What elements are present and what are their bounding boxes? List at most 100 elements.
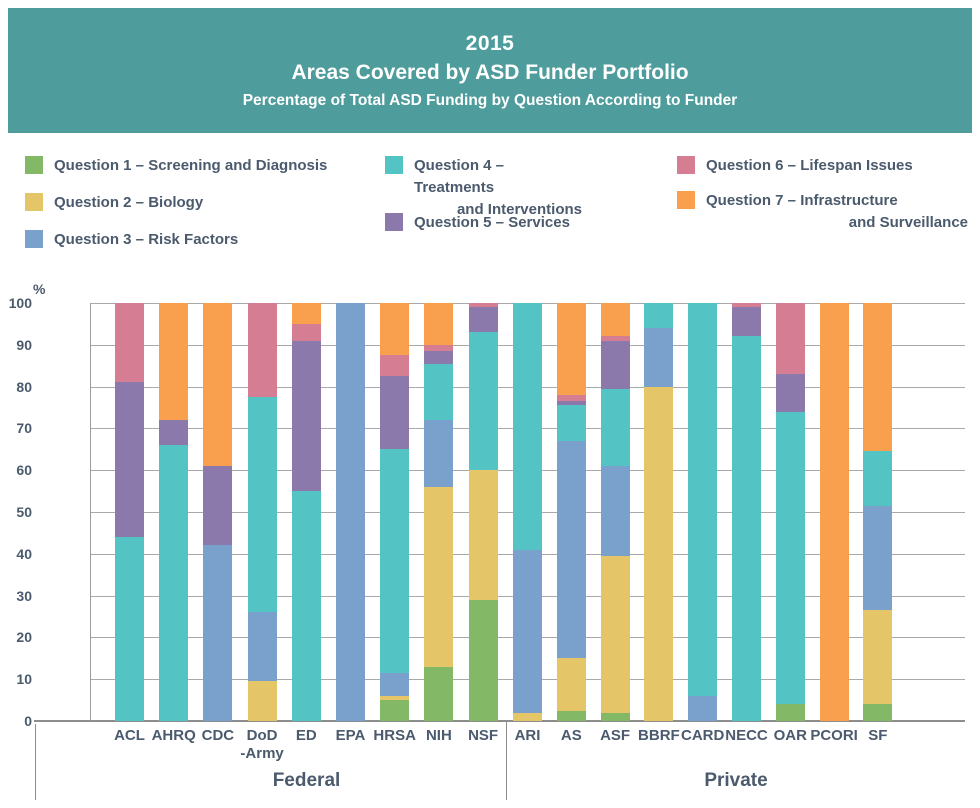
- x-tick-label-line: NSF: [468, 727, 499, 744]
- bar-segment-ARI-q2: [513, 712, 542, 721]
- bar-segment-NSF-q2: [468, 470, 498, 600]
- legend-item-q3: Question 3 – Risk Factors: [25, 229, 238, 251]
- bar-PCORI: [819, 303, 849, 721]
- bar-segment-CDC-q7: [203, 303, 233, 467]
- x-tick-label-CARD: CARD: [673, 727, 733, 745]
- bar-segment-AHRQ-q7: [159, 303, 189, 421]
- q1-color-swatch: [25, 156, 43, 174]
- bar-segment-ASF-q7: [600, 303, 630, 337]
- x-tick-label-line: ACL: [114, 727, 145, 744]
- bar-segment-AHRQ-q5: [159, 420, 189, 446]
- bar-segment-AS-q5: [556, 401, 586, 406]
- bar-segment-SF-q1: [863, 704, 893, 721]
- x-axis-line: [34, 720, 965, 722]
- x-tick-label-line: ARI: [514, 727, 541, 744]
- bar-DoD-Army: [247, 303, 277, 721]
- bar-segment-ACL-q6: [115, 303, 144, 383]
- y-tick-label-20: 20: [16, 629, 32, 646]
- x-tick-label-line: AS: [560, 727, 582, 744]
- bar-segment-AS-q7: [556, 303, 586, 395]
- legend-item-q6: Question 6 – Lifespan Issues: [677, 155, 968, 177]
- bar-segment-HRSA-q3: [380, 672, 410, 696]
- x-tick-label-HRSA: HRSA: [365, 727, 425, 745]
- bar-segment-CARD-q3: [688, 695, 718, 721]
- bar-segment-ASF-q3: [600, 466, 630, 556]
- y-tick-label-0: 0: [24, 713, 32, 729]
- legend-label-q5: Question 5 – Services: [414, 212, 582, 234]
- x-tick-label-line: EPA: [335, 727, 366, 744]
- bar-segment-ASF-q2: [600, 555, 630, 713]
- y-tick-label-40: 40: [16, 545, 32, 562]
- bar-segment-HRSA-q1: [380, 700, 410, 721]
- bar-ARI: [513, 303, 542, 721]
- x-tick-label-ASF: ASF: [585, 727, 645, 745]
- bar-segment-AS-q1: [556, 710, 586, 721]
- bar-segment-HRSA-q2: [380, 695, 410, 701]
- x-tick-label-NIH: NIH: [409, 727, 469, 745]
- y-tick-label-100: 100: [8, 295, 32, 311]
- bar-segment-ACL-q4: [115, 537, 144, 721]
- y-tick-label-90: 90: [16, 336, 32, 353]
- bar-segment-ED-q5: [291, 340, 321, 492]
- bar-SF: [863, 303, 893, 721]
- bar-segment-NSF-q4: [468, 332, 498, 471]
- bar-segment-ED-q4: [291, 491, 321, 721]
- bar-HRSA: [380, 303, 410, 721]
- bar-segment-OAR-q6: [775, 303, 805, 375]
- bar-segment-DoD-Army-q2: [247, 681, 277, 721]
- chart-title-main: Areas Covered by ASD Funder Portfolio: [291, 61, 689, 84]
- bar-segment-ASF-q6: [600, 336, 630, 341]
- group-label-private: Private: [704, 770, 768, 791]
- y-axis-line: [90, 303, 91, 721]
- y-axis-unit-label: %: [33, 281, 46, 297]
- bar-segment-CARD-q4: [688, 303, 718, 696]
- bar-segment-BBRF-q3: [644, 328, 674, 387]
- bar-segment-NIH-q3: [424, 420, 454, 487]
- bar-ED: [291, 303, 321, 721]
- x-tick-label-ED: ED: [276, 727, 336, 745]
- bar-OAR: [775, 303, 805, 721]
- x-tick-label-line: ASF: [600, 727, 631, 744]
- x-tick-label-DoD-Army: DoD -Army: [232, 727, 292, 763]
- bar-segment-DoD-Army-q6: [247, 303, 277, 398]
- q2-color-swatch: [25, 193, 43, 211]
- legend-label-line: Question 7 – Infrastructure: [706, 192, 898, 209]
- group-label-federal: Federal: [272, 770, 341, 791]
- legend-label-line: Question 1 – Screening and Diagnosis: [54, 157, 328, 174]
- bar-segment-ASF-q4: [600, 388, 630, 467]
- legend-label-q7: Question 7 – Infrastructure and Surveilla…: [706, 190, 968, 234]
- legend-label-line: Question 5 – Services: [414, 214, 570, 231]
- bar-segment-HRSA-q4: [380, 449, 410, 673]
- x-tick-label-line: NECC: [725, 727, 768, 744]
- bar-ASF: [600, 303, 630, 721]
- bar-segment-NIH-q5: [424, 351, 454, 364]
- bar-segment-ARI-q3: [513, 549, 542, 713]
- legend-label-q3: Question 3 – Risk Factors: [54, 229, 238, 251]
- x-tick-label-EPA: EPA: [321, 727, 381, 745]
- x-tick-label-BBRF: BBRF: [629, 727, 689, 745]
- bar-segment-CDC-q5: [203, 466, 233, 546]
- bar-segment-ED-q6: [291, 323, 321, 341]
- bar-segment-NIH-q1: [424, 666, 454, 721]
- x-tick-label-PCORI: PCORI: [804, 727, 864, 745]
- x-tick-label-line: SF: [868, 727, 888, 744]
- bar-AS: [556, 303, 586, 721]
- bar-segment-SF-q2: [863, 610, 893, 705]
- bar-segment-ASF-q5: [600, 340, 630, 389]
- bar-segment-AS-q3: [556, 440, 586, 659]
- bar-segment-PCORI-q7: [819, 303, 849, 721]
- x-tick-label-ARI: ARI: [498, 727, 558, 745]
- bar-segment-EPA-q3: [336, 303, 365, 721]
- x-tick-label-AHRQ: AHRQ: [144, 727, 204, 745]
- legend-label-line: Question 2 – Biology: [54, 194, 204, 211]
- y-tick-label-10: 10: [16, 671, 32, 688]
- bar-segment-ED-q7: [291, 303, 321, 324]
- x-tick-label-line: NIH: [425, 727, 452, 744]
- bar-EPA: [336, 303, 365, 721]
- x-tick-label-ACL: ACL: [100, 727, 160, 745]
- x-tick-label-SF: SF: [848, 727, 908, 745]
- x-tick-label-line: -Army: [240, 745, 284, 762]
- bar-segment-SF-q4: [863, 451, 893, 506]
- bar-segment-ASF-q1: [600, 712, 630, 721]
